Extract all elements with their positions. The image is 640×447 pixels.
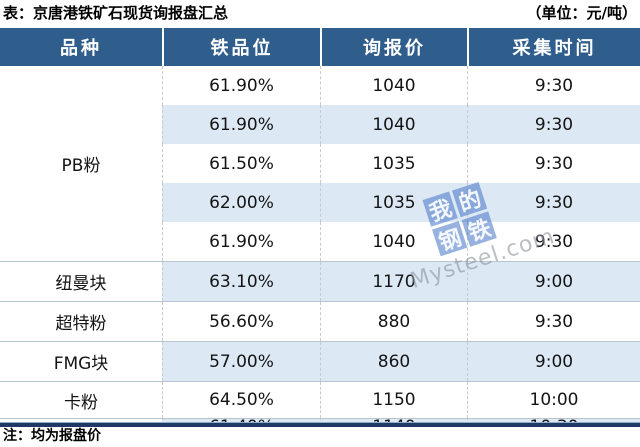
price-cell: 880 [320,302,467,341]
title-bar: 表：京唐港铁矿石现货询报盘汇总 （单位：元/吨） [0,3,640,23]
grade-cell: 62.00% [162,183,320,222]
grade-cell: 63.10% [162,262,320,301]
column-header-2: 询报价 [320,28,467,66]
table-row: 62.00% 1035 9:30 [162,183,640,222]
time-cell: 9:30 [467,183,640,222]
price-cell: 1040 [320,105,467,144]
table-title: 表：京唐港铁矿石现货询报盘汇总 [3,4,229,22]
time-cell: 9:00 [467,342,640,381]
product-cell: 纽曼块 [0,262,162,301]
table-row: 61.90% 1040 9:30 [162,222,640,261]
product-group: 61.40%114010:30 [0,418,640,422]
price-cell: 1140 [320,419,467,422]
table-row: 61.90% 1040 9:30 [162,105,640,144]
table-row: 61.90% 1040 9:30 [162,66,640,105]
grade-cell: 64.50% [162,382,320,418]
price-cell: 1040 [320,222,467,261]
time-cell: 9:30 [467,66,640,105]
product-group: 卡粉 64.50% 1150 10:00 [0,381,640,418]
price-cell: 1035 [320,144,467,183]
table-row: 61.50% 1035 9:30 [162,144,640,183]
table-bottom-border [0,422,640,427]
table-row: 56.60% 880 9:30 [162,302,640,341]
column-header-1: 铁品位 [162,28,320,66]
price-cell: 1040 [320,66,467,105]
grade-cell: 57.00% [162,342,320,381]
time-cell: 9:00 [467,262,640,301]
column-header-0: 品种 [0,28,162,66]
time-cell: 9:30 [467,105,640,144]
product-cell: 超特粉 [0,302,162,341]
table-row: 57.00% 860 9:00 [162,342,640,381]
grade-cell: 56.60% [162,302,320,341]
product-group: FMG块 57.00% 860 9:00 [0,341,640,381]
product-cell: FMG块 [0,342,162,381]
product-cell [0,419,162,422]
time-cell: 9:30 [467,222,640,261]
table-header-row: 品种 铁品位 询报价 采集时间 [0,28,640,66]
price-cell: 1150 [320,382,467,418]
grade-cell: 61.50% [162,144,320,183]
time-cell: 10:30 [467,419,640,422]
price-cell: 1035 [320,183,467,222]
product-cell: 卡粉 [0,382,162,418]
grade-cell: 61.40% [162,419,320,422]
unit-label: （单位：元/吨） [526,4,637,22]
time-cell: 10:00 [467,382,640,418]
product-group: 纽曼块 63.10% 1170 9:00 [0,261,640,301]
table-body: PB粉 61.90% 1040 9:30 61.90% 1040 9:30 61.50% 103… [0,66,640,422]
time-cell: 9:30 [467,302,640,341]
grade-cell: 61.90% [162,66,320,105]
table-row: 64.50% 1150 10:00 [162,382,640,418]
footnote: 注：均为报盘价 [3,428,101,444]
quote-table: 品种 铁品位 询报价 采集时间 PB粉 61.90% 1040 9:30 61.90% 1040… [0,28,640,427]
product-group: PB粉 61.90% 1040 9:30 61.90% 1040 9:30 61.50% 103… [0,66,640,261]
grade-cell: 61.90% [162,222,320,261]
price-cell: 1170 [320,262,467,301]
grade-cell: 61.90% [162,105,320,144]
price-cell: 860 [320,342,467,381]
column-header-3: 采集时间 [467,28,640,66]
table-row: 61.40%114010:30 [162,419,640,422]
product-group: 超特粉 56.60% 880 9:30 [0,301,640,341]
table-row: 63.10% 1170 9:00 [162,262,640,301]
time-cell: 9:30 [467,144,640,183]
product-cell: PB粉 [0,66,162,261]
